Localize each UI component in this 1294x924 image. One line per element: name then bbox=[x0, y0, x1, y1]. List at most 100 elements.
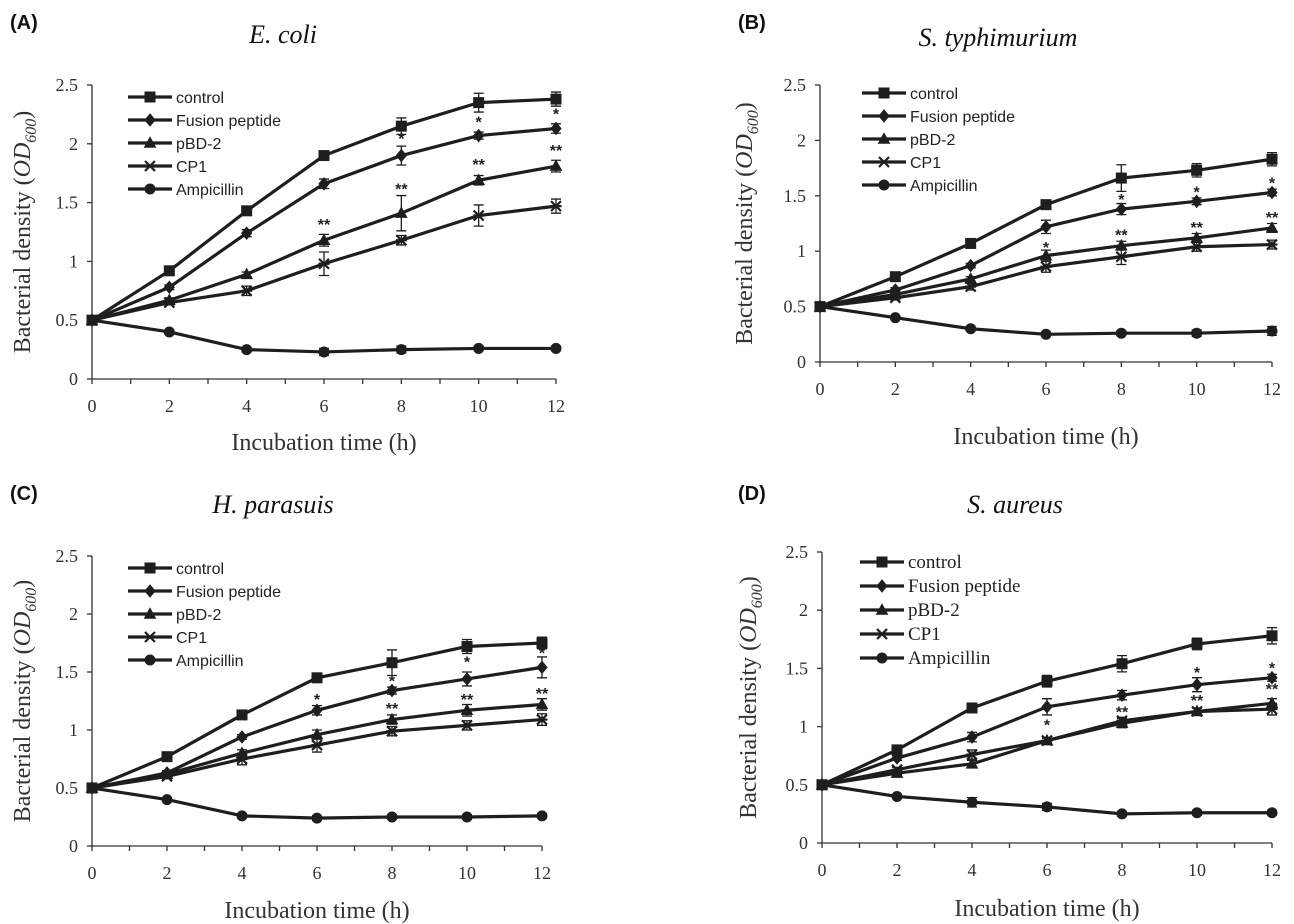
y-axis-label-paren-open: ( bbox=[10, 646, 36, 660]
x-tick-label: 4 bbox=[968, 860, 977, 880]
series-CP1 bbox=[86, 198, 562, 326]
data-point bbox=[1041, 801, 1053, 813]
data-point bbox=[1266, 325, 1278, 337]
legend: control Fusion peptide pBD-2 CP1 Ampicillin bbox=[128, 561, 281, 670]
x-tick-label: 6 bbox=[313, 863, 322, 883]
legend-marker bbox=[143, 607, 157, 619]
legend-label: pBD-2 bbox=[908, 600, 960, 621]
significance-marker: * bbox=[553, 106, 560, 123]
y-axis-label-subscript: 600 bbox=[749, 584, 766, 608]
data-point bbox=[236, 753, 248, 765]
data-point bbox=[966, 702, 978, 714]
x-tick-label: 10 bbox=[1188, 860, 1206, 880]
significance-marker: * bbox=[1044, 717, 1051, 734]
data-point bbox=[1115, 172, 1127, 184]
legend-marker bbox=[876, 579, 888, 593]
data-point bbox=[311, 812, 323, 824]
data-point bbox=[550, 121, 562, 136]
data-point bbox=[1115, 327, 1127, 339]
series-Ampicillin bbox=[814, 301, 1278, 340]
data-point bbox=[241, 226, 253, 240]
significance-marker: ** bbox=[461, 692, 474, 709]
data-point bbox=[472, 209, 485, 222]
y-tick-label: 2.5 bbox=[786, 542, 809, 562]
data-point bbox=[1116, 688, 1128, 702]
legend: control Fusion peptide pBD-2 CP1 Ampicillin bbox=[860, 552, 1020, 669]
data-point bbox=[891, 763, 903, 776]
legend-item: Fusion peptide bbox=[860, 576, 1020, 597]
y-tick-label: 1.5 bbox=[784, 186, 807, 206]
series-Ampicillin bbox=[816, 779, 1278, 820]
legend-item: Ampicillin bbox=[862, 178, 978, 195]
data-point bbox=[965, 237, 977, 249]
legend-label: control bbox=[176, 561, 224, 578]
legend-label: control bbox=[908, 552, 962, 573]
legend-item: Fusion peptide bbox=[128, 113, 281, 130]
legend-marker bbox=[144, 562, 156, 574]
data-point bbox=[1266, 185, 1278, 200]
data-point bbox=[236, 810, 248, 822]
chart-title: E. coli bbox=[248, 20, 317, 49]
data-point bbox=[1191, 705, 1203, 718]
x-tick-label: 2 bbox=[893, 860, 902, 880]
x-axis-label: Incubation time (h) bbox=[954, 896, 1139, 922]
data-point bbox=[1191, 677, 1203, 692]
legend-item: CP1 bbox=[860, 624, 941, 645]
y-axis-label-main: Bacterial density bbox=[10, 191, 36, 353]
chart-title: H. parasuis bbox=[211, 490, 333, 519]
y-tick-label: 1 bbox=[69, 720, 78, 740]
significance-marker: * bbox=[476, 115, 483, 132]
data-point bbox=[1266, 153, 1278, 165]
y-tick-label: 0 bbox=[797, 352, 806, 372]
y-axis-label-symbol: OD bbox=[10, 143, 36, 178]
legend-label: Ampicillin bbox=[908, 648, 991, 669]
x-tick-label: 0 bbox=[88, 863, 97, 883]
panel-3: (D) S. aureus 0 0.5 1 1.5 2 2.5 0 2 4 6 8 10 12 Incubat… bbox=[736, 483, 1281, 922]
significance-marker: ** bbox=[1190, 220, 1203, 237]
legend-label: CP1 bbox=[910, 155, 941, 172]
x-axis-label: Incubation time (h) bbox=[231, 430, 416, 456]
significance-marker: ** bbox=[318, 217, 331, 234]
y-axis-label: Bacterial density (OD600) bbox=[10, 111, 40, 354]
data-point bbox=[163, 296, 176, 309]
significance-marker: ** bbox=[395, 182, 408, 199]
chart-title: S. aureus bbox=[967, 490, 1063, 519]
legend-label: CP1 bbox=[176, 159, 207, 176]
significance-marker: * bbox=[1269, 660, 1276, 677]
legend-marker bbox=[875, 603, 889, 615]
data-point bbox=[161, 751, 173, 763]
panel-1: (B) S. typhimurium 0 0.5 1 1.5 2 2.5 0 2 4 6 8 10 12 In… bbox=[732, 12, 1281, 450]
data-point bbox=[965, 757, 979, 769]
panel-letter: (D) bbox=[738, 483, 766, 505]
legend-label: Fusion peptide bbox=[910, 109, 1015, 126]
significance-marker: ** bbox=[1266, 210, 1279, 227]
data-point bbox=[536, 713, 548, 726]
data-point bbox=[473, 97, 485, 109]
y-axis-label: Bacterial density (OD600) bbox=[732, 102, 762, 345]
significance-marker: ** bbox=[1116, 705, 1129, 722]
y-axis-label: Bacterial density (OD600) bbox=[736, 576, 766, 819]
legend: control Fusion peptide pBD-2 CP1 Ampicillin bbox=[128, 90, 281, 199]
data-point bbox=[318, 177, 330, 191]
y-tick-label: 2.5 bbox=[56, 546, 79, 566]
data-point bbox=[966, 730, 978, 744]
x-tick-label: 4 bbox=[242, 396, 251, 416]
y-tick-label: 1 bbox=[797, 241, 806, 261]
series-CP1 bbox=[816, 702, 1278, 791]
x-tick-label: 6 bbox=[1043, 860, 1052, 880]
data-point bbox=[161, 770, 173, 783]
panel-2: (C) H. parasuis 0 0.5 1 1.5 2 2.5 0 2 4 6 8 10 12 Incub… bbox=[10, 483, 551, 924]
x-tick-label: 10 bbox=[1188, 379, 1206, 399]
y-tick-label: 0 bbox=[799, 833, 808, 853]
x-axis-label: Incubation time (h) bbox=[224, 898, 409, 924]
significance-marker: * bbox=[464, 655, 471, 672]
legend-marker bbox=[878, 109, 890, 123]
data-point bbox=[966, 796, 978, 808]
data-point bbox=[318, 150, 330, 162]
significance-marker: ** bbox=[536, 686, 549, 703]
data-point bbox=[536, 810, 548, 822]
data-point bbox=[1041, 734, 1053, 747]
data-point bbox=[163, 265, 175, 277]
panel-letter: (A) bbox=[10, 12, 38, 34]
